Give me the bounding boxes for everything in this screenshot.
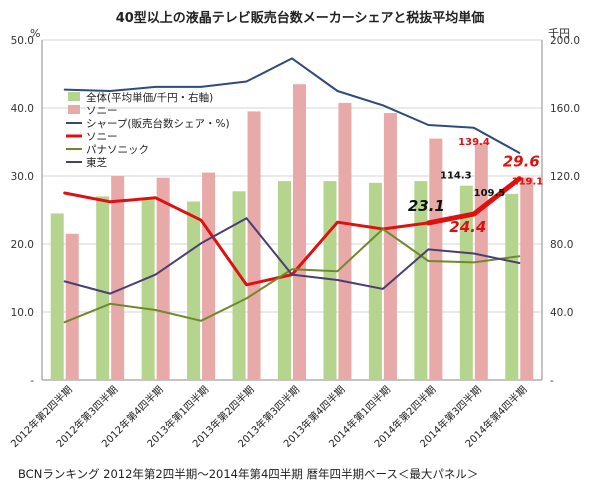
bar-sony xyxy=(383,113,397,380)
data-label: 139.4 xyxy=(458,137,490,148)
data-label: 24.4 xyxy=(449,218,486,236)
bar-sony xyxy=(338,102,352,381)
data-label: 29.6 xyxy=(503,153,540,171)
legend-label: パナソニック xyxy=(86,144,149,156)
legend: 全体(平均単価/千円・右軸)ソニーシャープ(販売台数シェア・%)ソニーパナソニッ… xyxy=(66,91,230,169)
left-tick-label: 40.0 xyxy=(11,103,34,115)
x-tick-labels: 2012年第2四半期2012年第3四半期2012年第4四半期2013年第1四半期… xyxy=(8,383,530,450)
bar-overall xyxy=(368,182,382,380)
data-label: 23.1 xyxy=(408,197,445,215)
bar-sony xyxy=(247,111,261,381)
bar-sony xyxy=(293,84,306,380)
legend-swatch xyxy=(68,105,80,114)
bar-overall xyxy=(96,196,110,380)
chart-title: 40型以上の液晶テレビ販売台数メーカーシェアと税抜平均単価 xyxy=(116,10,485,26)
bar-sony xyxy=(429,138,443,380)
right-tick-label: 120.0 xyxy=(550,171,580,183)
data-label: 109.5 xyxy=(474,188,506,199)
legend-label: 東芝 xyxy=(86,156,107,169)
bar-overall xyxy=(232,191,246,380)
left-tick-label: 50.0 xyxy=(11,35,34,47)
bar-sony xyxy=(202,172,216,380)
line-layer xyxy=(63,57,522,324)
bar-sony xyxy=(520,177,534,380)
legend-label: ソニー xyxy=(86,131,118,143)
bar-overall xyxy=(278,181,291,380)
right-axis-unit: 千円 xyxy=(548,27,570,40)
bar-overall xyxy=(50,213,64,380)
bar-overall xyxy=(459,185,473,380)
bar-overall xyxy=(323,181,337,380)
sony-highlight-segment xyxy=(425,176,522,226)
left-tick-label: 30.0 xyxy=(11,171,34,183)
series-line xyxy=(63,57,521,154)
series-line xyxy=(63,217,521,295)
data-label: 119.1 xyxy=(512,177,544,188)
bar-overall xyxy=(414,181,428,380)
right-tick-label: 200.0 xyxy=(550,35,580,47)
axes: 50.0 200.0 40.0 160.0 30.0 120.0 20.0 80.0 10.0 4… xyxy=(11,35,580,387)
left-tick-label: 20.0 xyxy=(11,239,34,251)
right-tick-label: 160.0 xyxy=(550,103,580,115)
left-axis-unit: % xyxy=(30,27,40,40)
legend-swatch xyxy=(68,92,80,101)
data-label: 114.3 xyxy=(440,171,472,182)
gridlines xyxy=(42,39,542,381)
legend-label: 全体(平均単価/千円・右軸) xyxy=(86,91,213,104)
chart-footer: BCNランキング 2012年第2四半期～2014年第4四半期 暦年四半期ベース＜… xyxy=(18,467,478,481)
bar-sony xyxy=(111,176,125,380)
right-tick-label: - xyxy=(550,375,554,387)
bar-overall xyxy=(141,198,155,380)
bar-sony xyxy=(65,233,79,380)
right-tick-label: 80.0 xyxy=(550,239,573,251)
annotation-layer: 23.124.4 29.6 139.4 114.3 119.1 109.5 xyxy=(408,137,543,236)
bar-overall xyxy=(187,201,201,380)
left-tick-label: 10.0 xyxy=(11,307,34,319)
legend-label: シャープ(販売台数シェア・%) xyxy=(86,117,230,130)
bar-overall xyxy=(505,193,519,380)
legend-label: ソニー xyxy=(86,105,118,117)
left-tick-label: - xyxy=(30,375,34,387)
series-line xyxy=(63,228,521,324)
right-tick-label: 40.0 xyxy=(550,307,573,319)
bar-sony xyxy=(156,177,170,380)
